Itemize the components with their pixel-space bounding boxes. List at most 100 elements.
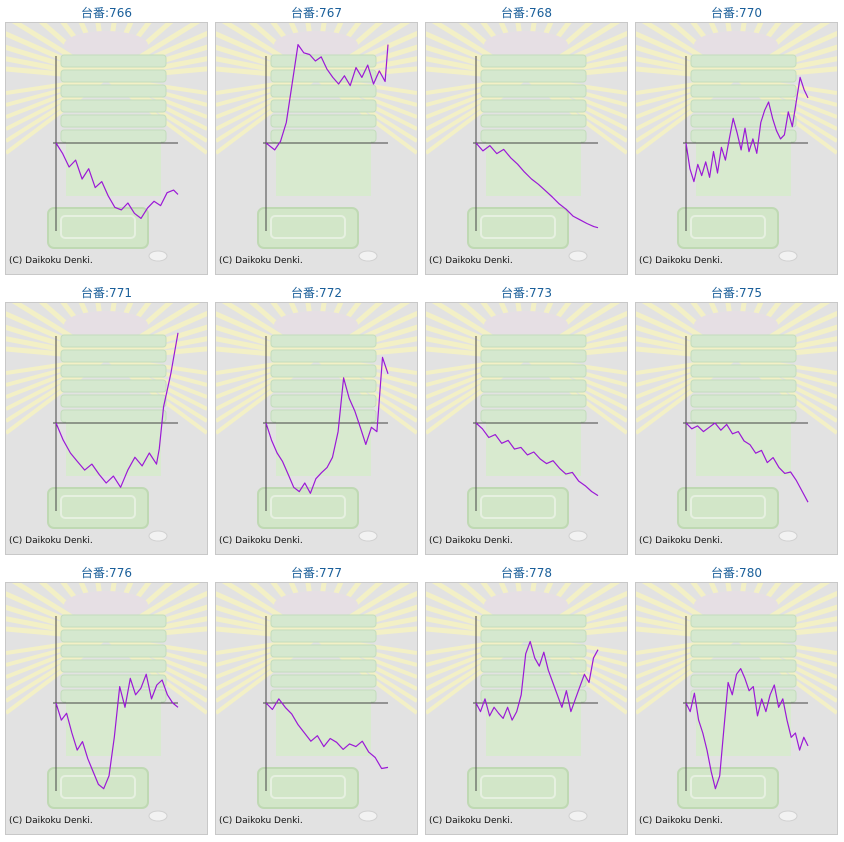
rice-mound [694,31,778,59]
stacked-box [690,379,797,393]
machine-chart[interactable]: 台番:771 (C) Daikoku Denki. [5,280,208,555]
machine-number-title[interactable]: 台番:778 [501,566,552,580]
machine-number-title[interactable]: 台番:770 [711,6,762,20]
machine-chart[interactable]: 台番:766 (C) Daikoku Denki. [5,0,208,275]
machine-chart[interactable]: 台番:778 (C) Daikoku Denki. [425,560,628,835]
stacked-box [270,659,377,673]
stacked-box [270,379,377,393]
machine-chart[interactable]: 台番:773 (C) Daikoku Denki. [425,280,628,555]
background-illustration [636,23,837,262]
stacked-box [60,114,167,128]
machine-chart[interactable]: 台番:767 (C) Daikoku Denki. [215,0,418,275]
stacked-box [690,659,797,673]
machine-chart[interactable]: 台番:775 (C) Daikoku Denki. [635,280,838,555]
rice-mound [274,31,358,59]
box-stack-body [276,141,371,196]
machine-chart[interactable]: 台番:770 (C) Daikoku Denki. [635,0,838,275]
machine-number-title[interactable]: 台番:773 [501,286,552,300]
stacked-box [60,54,167,68]
stacked-box [480,409,587,423]
chart-panel: (C) Daikoku Denki. [635,582,838,835]
sun-ray [221,583,318,641]
box-stack-body [276,421,371,476]
stacked-box [60,644,167,658]
chart-panel: (C) Daikoku Denki. [425,582,628,835]
stacked-box [60,84,167,98]
stacked-box [480,394,587,408]
chart-svg [216,583,417,822]
stacked-box [690,629,797,643]
chart-panel: (C) Daikoku Denki. [425,22,628,275]
stacked-box [480,644,587,658]
machine-chart[interactable]: 台番:776 (C) Daikoku Denki. [5,560,208,835]
box-stack-body [696,421,791,476]
stacked-box [480,364,587,378]
machine-number-title[interactable]: 台番:771 [81,286,132,300]
bottom-tray [47,767,149,809]
background-illustration [426,583,627,822]
tray-inner [270,775,346,799]
machine-number-title[interactable]: 台番:776 [81,566,132,580]
machine-chart[interactable]: 台番:780 (C) Daikoku Denki. [635,560,838,835]
machine-number-title[interactable]: 台番:768 [501,6,552,20]
stacked-box [480,379,587,393]
payout-series-line [685,76,809,183]
rice-mound [694,311,778,339]
stacked-box [690,364,797,378]
box-stack-body [66,141,161,196]
stacked-box [480,99,587,113]
machine-chart[interactable]: 台番:768 (C) Daikoku Denki. [425,0,628,275]
sun-ray [524,303,621,361]
sun-ray [524,23,621,81]
sun-ray [734,583,831,641]
coin-icon [358,530,378,542]
copyright-text: (C) Daikoku Denki. [9,816,93,826]
payout-series-line [265,698,389,770]
coin-icon [148,810,168,822]
stacked-box [60,99,167,113]
copyright-text: (C) Daikoku Denki. [219,256,303,266]
stacked-box [60,629,167,643]
machine-number-title[interactable]: 台番:777 [291,566,342,580]
payout-series-line [475,640,599,721]
bottom-tray [467,487,569,529]
stacked-box [690,689,797,703]
background-illustration [426,303,627,542]
chart-panel: (C) Daikoku Denki. [5,582,208,835]
coin-icon [568,530,588,542]
machine-number-title[interactable]: 台番:766 [81,6,132,20]
sun-ray [11,303,108,361]
bottom-tray [257,207,359,249]
rice-mound [694,591,778,619]
machine-chart[interactable]: 台番:772 (C) Daikoku Denki. [215,280,418,555]
sun-ray [734,303,831,361]
chart-svg [426,23,627,262]
machine-chart[interactable]: 台番:777 (C) Daikoku Denki. [215,560,418,835]
rice-mound [484,311,568,339]
tray-inner [60,775,136,799]
tray-inner [480,495,556,519]
sun-ray [221,303,318,361]
machine-number-title[interactable]: 台番:780 [711,566,762,580]
copyright-text: (C) Daikoku Denki. [429,536,513,546]
rice-mound [64,311,148,339]
stacked-box [60,349,167,363]
background-illustration [6,23,207,262]
stacked-box [690,54,797,68]
stacked-box [480,54,587,68]
chart-panel: (C) Daikoku Denki. [5,302,208,555]
stacked-box [60,659,167,673]
background-illustration [6,583,207,822]
sun-ray [221,23,318,81]
copyright-text: (C) Daikoku Denki. [639,536,723,546]
machine-number-title[interactable]: 台番:767 [291,6,342,20]
tray-inner [690,775,766,799]
stacked-box [60,129,167,143]
stacked-box [690,349,797,363]
machine-number-title[interactable]: 台番:772 [291,286,342,300]
stacked-box [270,129,377,143]
stacked-box [480,349,587,363]
machine-number-title[interactable]: 台番:775 [711,286,762,300]
sun-ray [314,583,411,641]
payout-series-line [55,673,179,790]
